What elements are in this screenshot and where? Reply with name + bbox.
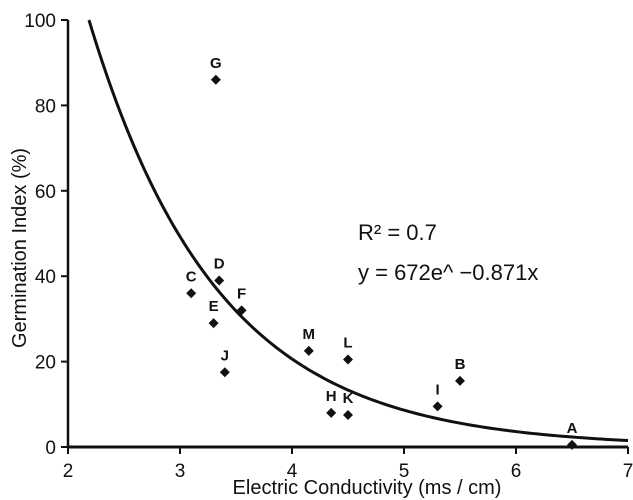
data-point-m — [303, 345, 314, 356]
data-point-c — [186, 288, 197, 299]
data-point-j — [219, 367, 230, 378]
x-tick-label: 4 — [287, 461, 298, 482]
x-tick-label: 5 — [399, 461, 410, 482]
x-tick-label: 6 — [511, 461, 522, 482]
data-point-h — [326, 407, 337, 418]
equation-annotation: y = 672e^ −0.871x — [358, 260, 538, 285]
y-tick-label: 60 — [35, 182, 56, 203]
data-point-f — [236, 305, 247, 316]
point-label-g: G — [210, 55, 222, 72]
y-axis-title: Germination Index (%) — [9, 148, 31, 348]
data-point-g — [210, 74, 221, 85]
trendline — [87, 19, 629, 443]
y-tick-label: 40 — [35, 267, 56, 288]
point-label-b: B — [455, 356, 466, 373]
data-point-l — [343, 354, 353, 365]
point-label-j: J — [221, 347, 229, 364]
point-label-k: K — [343, 390, 354, 407]
point-label-d: D — [214, 255, 225, 272]
point-label-m: M — [303, 326, 316, 343]
y-tick-label: 0 — [45, 438, 56, 459]
r-squared-annotation: R² = 0.7 — [358, 220, 437, 245]
data-point-b — [455, 375, 465, 386]
y-tick-label: 20 — [35, 353, 56, 374]
plot-area: 2 3 4 5 6 7 0 20 40 60 80 100 A B CD E F G H I J K L M — [24, 11, 633, 482]
x-tick-label: 3 — [175, 461, 186, 482]
x-tick-label: 2 — [63, 461, 74, 482]
point-label-a: A — [567, 420, 578, 437]
data-point-k — [343, 409, 353, 420]
point-label-i: I — [436, 381, 440, 398]
data-point-a — [567, 439, 577, 450]
data-point-d — [214, 275, 225, 286]
point-label-h: H — [326, 388, 337, 405]
data-point-i — [432, 401, 443, 412]
x-tick-label: 7 — [623, 461, 633, 482]
point-label-e: E — [209, 298, 219, 315]
data-point-e — [208, 318, 219, 329]
point-label-f: F — [237, 285, 246, 302]
y-tick-label: 100 — [24, 11, 56, 32]
point-label-l: L — [343, 334, 352, 351]
y-tick-label: 80 — [35, 96, 56, 117]
x-axis-title: Electric Conductivity (ms / cm) — [233, 477, 502, 499]
point-label-c: C — [186, 268, 197, 285]
